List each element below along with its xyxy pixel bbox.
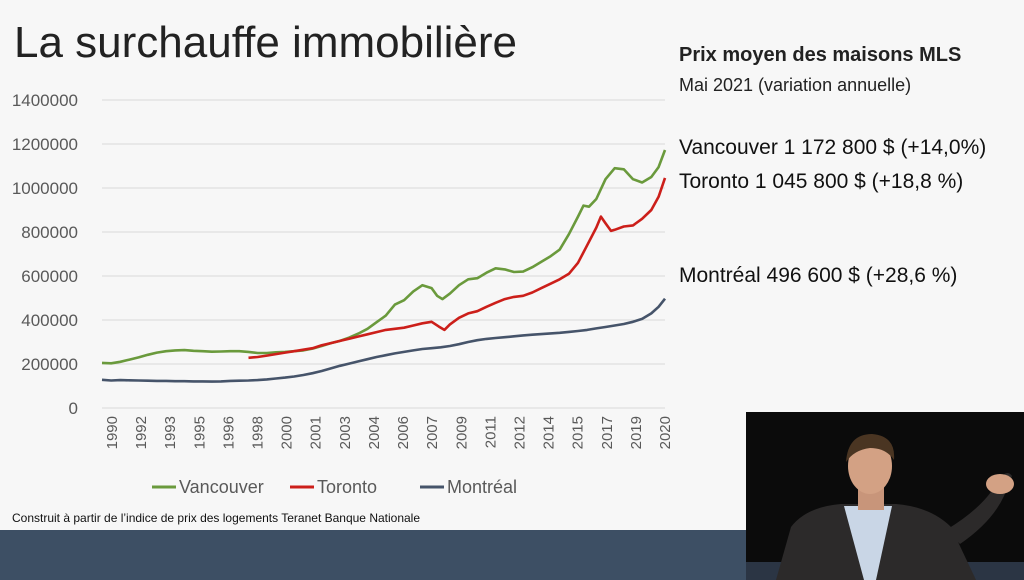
chart-svg: 0 200000 400000 600000 800000 1000000 1200000 1…: [12, 91, 674, 497]
price-chart: 0 200000 400000 600000 800000 1000000 1200000 1…: [0, 80, 680, 510]
source-note: Construit à partir de l’indice de prix d…: [12, 511, 421, 525]
y-tick-label: 200000: [21, 355, 78, 374]
x-tick-label: 2001: [308, 416, 325, 449]
x-tick-label: 1995: [191, 416, 208, 449]
x-tick-label: 2020: [657, 416, 674, 449]
panel-subheading: Mai 2021 (variation annuelle): [679, 75, 912, 95]
x-tick-label: 2003: [337, 416, 354, 449]
x-tick-label: 2019: [628, 416, 645, 449]
series-line-vancouver: [101, 149, 667, 365]
y-tick-label: 1000000: [12, 179, 78, 198]
series-line-toronto: [248, 177, 667, 360]
stat-montreal: Montréal 496 600 $ (+28,6 %): [679, 264, 958, 287]
x-tick-label: 2006: [395, 416, 412, 449]
x-tick-label: 2012: [511, 416, 528, 449]
x-tick-label: 1998: [250, 416, 267, 449]
stat-toronto: Toronto 1 045 800 $ (+18,8 %): [679, 170, 964, 193]
series-line-montreal: [101, 297, 667, 383]
x-tick-label: 2011: [482, 416, 499, 448]
x-tick-label: 2015: [570, 416, 587, 449]
x-tick-label: 1993: [162, 416, 179, 449]
y-tick-label: 1200000: [12, 135, 78, 154]
x-tick-label: 2007: [424, 416, 441, 449]
stat-vancouver: Vancouver 1 172 800 $ (+14,0%): [679, 136, 987, 159]
x-tick-label: 1990: [104, 416, 121, 449]
y-tick-label: 800000: [21, 223, 78, 242]
x-tick-label: 1996: [220, 416, 237, 449]
x-tick-label: 1992: [133, 416, 150, 449]
y-tick-label: 600000: [21, 267, 78, 286]
legend-label-vancouver: Vancouver: [179, 477, 264, 497]
x-tick-label: 2000: [279, 416, 296, 449]
x-tick-label: 2017: [599, 416, 616, 449]
y-tick-label: 0: [69, 399, 78, 418]
speaker-video: [746, 412, 1024, 580]
x-tick-label: 2014: [541, 416, 558, 449]
x-tick-label: 2004: [366, 416, 383, 449]
legend-label-toronto: Toronto: [317, 477, 377, 497]
speaker-figure-icon: [746, 412, 1024, 580]
y-tick-label: 1400000: [12, 91, 78, 110]
legend-label-montreal: Montréal: [447, 477, 517, 497]
x-tick-label: 2009: [453, 416, 470, 449]
slide-title: La surchauffe immobilière: [14, 18, 517, 67]
panel-heading: Prix moyen des maisons MLS: [679, 44, 962, 66]
y-tick-label: 400000: [21, 311, 78, 330]
